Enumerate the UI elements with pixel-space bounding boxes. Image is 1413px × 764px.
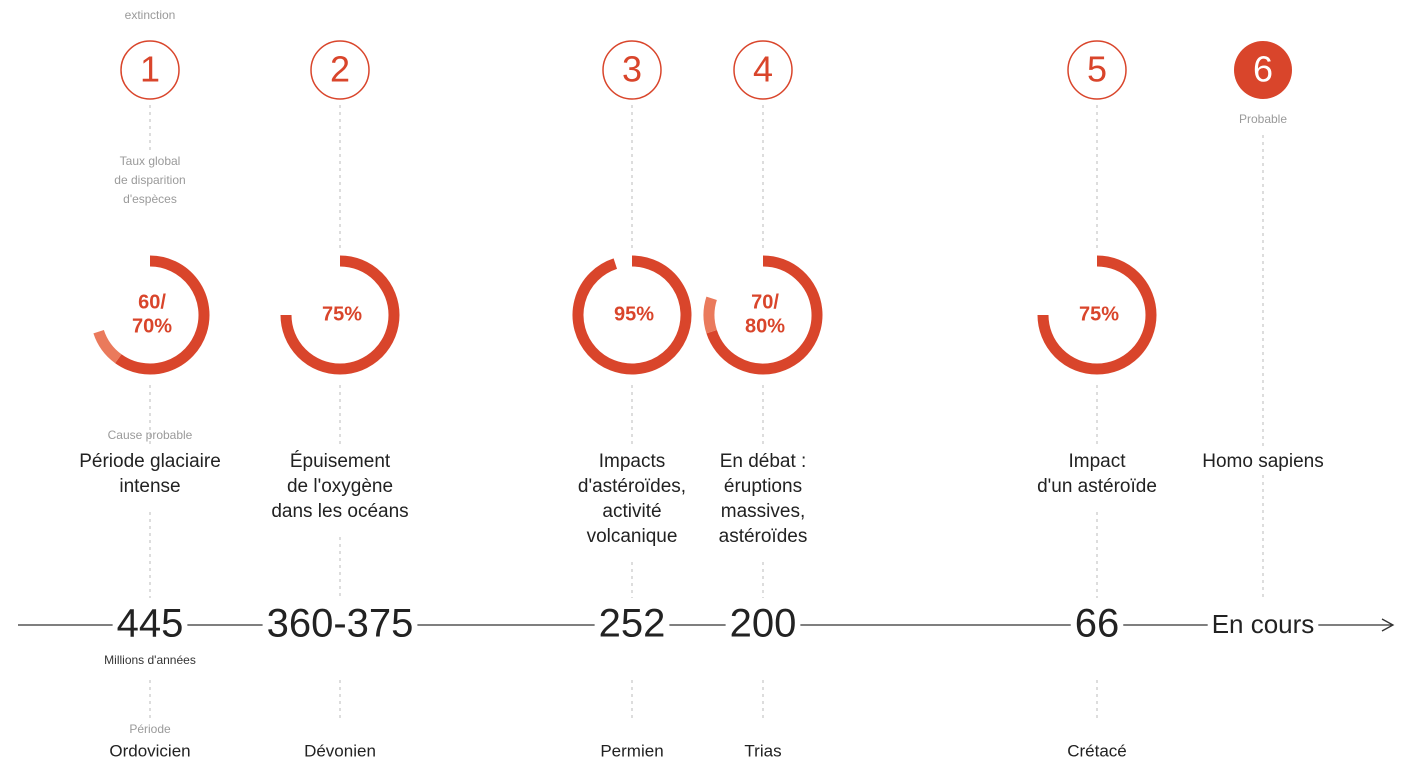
event-number: 4 <box>753 49 773 90</box>
rate-value: 95% <box>614 303 654 325</box>
date: En cours <box>1212 609 1315 639</box>
cause-text: astéroïdes <box>719 526 808 547</box>
date: 445 <box>117 602 184 646</box>
cause-text: volcanique <box>587 526 678 547</box>
rate-arc-upper <box>709 298 712 331</box>
cause-text: Impact <box>1068 451 1126 472</box>
event-number: 2 <box>330 49 350 90</box>
rate-label: d'espèces <box>123 192 177 206</box>
date: 66 <box>1075 602 1120 646</box>
timeline-infographic: extinction Taux global de disparition d'es… <box>0 0 1413 764</box>
cause-text: massives, <box>721 501 805 522</box>
rate-arc-upper <box>99 332 119 359</box>
unit-label: Millions d'années <box>104 653 196 667</box>
rate-value: 75% <box>322 303 362 325</box>
rate-value: 60/ <box>138 291 166 313</box>
rate-label: de disparition <box>114 173 185 187</box>
cause-text: d'un astéroïde <box>1037 476 1157 497</box>
cause-text: Période glaciaire <box>79 451 221 472</box>
period-label: Période <box>129 722 171 736</box>
cause-text: Épuisement <box>290 451 391 472</box>
cause-text: Homo sapiens <box>1202 451 1323 472</box>
rate-label: Taux global <box>120 154 181 168</box>
event-number: 5 <box>1087 49 1107 90</box>
cause-text: activité <box>602 501 661 522</box>
event-number: 1 <box>140 49 160 90</box>
rate-value: 70% <box>132 315 172 337</box>
period-name: Dévonien <box>304 741 376 760</box>
cause-text: de l'oxygène <box>287 476 393 497</box>
rate-value: 70/ <box>751 291 779 313</box>
event-number: 6 <box>1253 49 1273 90</box>
event-number: 3 <box>622 49 642 90</box>
date: 360-375 <box>267 602 414 646</box>
cause-text: Impacts <box>599 451 666 472</box>
period-name: Ordovicien <box>109 741 190 760</box>
period-name: Permien <box>600 741 663 760</box>
period-name: Crétacé <box>1067 741 1127 760</box>
period-name: Trias <box>744 741 781 760</box>
header-label: extinction <box>125 8 176 22</box>
cause-text: éruptions <box>724 476 802 497</box>
rate-value: 75% <box>1079 303 1119 325</box>
rate-value: 80% <box>745 315 785 337</box>
cause-text: En débat : <box>720 451 807 472</box>
date: 200 <box>730 602 797 646</box>
event-status: Probable <box>1239 112 1287 126</box>
date: 252 <box>599 602 666 646</box>
cause-text: d'astéroïdes, <box>578 476 686 497</box>
cause-text: dans les océans <box>271 501 408 522</box>
cause-text: intense <box>119 476 180 497</box>
